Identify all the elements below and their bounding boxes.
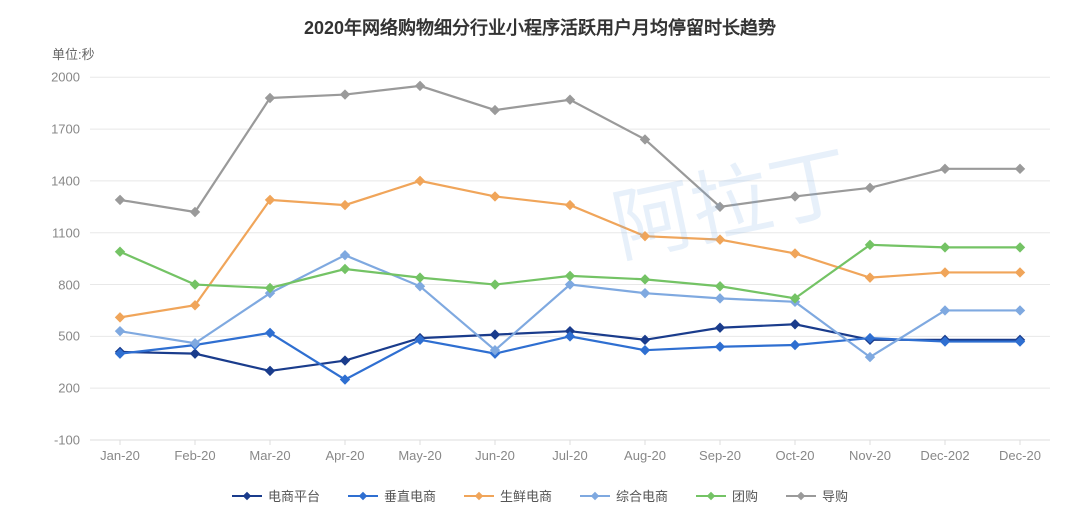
x-tick-label: Apr-20 [325, 440, 364, 463]
y-tick-label: 1100 [52, 225, 90, 240]
y-axis-unit-label: 单位:秒 [52, 44, 95, 63]
y-tick-label: 1400 [51, 173, 90, 188]
legend-label: 生鲜电商 [500, 486, 552, 505]
legend-label: 综合电商 [616, 486, 668, 505]
x-tick-label: Dec-20 [999, 440, 1041, 463]
legend: 电商平台 垂直电商 生鲜电商 综合电商 团购 导购 [0, 486, 1080, 505]
legend-item: 团购 [696, 486, 758, 505]
y-tick-label: 2000 [51, 70, 90, 85]
chart-title: 2020年网络购物细分行业小程序活跃用户月均停留时长趋势 [0, 14, 1080, 40]
x-tick-label: Mar-20 [249, 440, 290, 463]
legend-marker [464, 490, 494, 502]
x-tick-label: Jan-20 [100, 440, 140, 463]
legend-marker [348, 490, 378, 502]
y-tick-label: 800 [58, 277, 90, 292]
y-tick-label: 500 [58, 329, 90, 344]
legend-item: 电商平台 [232, 486, 320, 505]
legend-label: 垂直电商 [384, 486, 436, 505]
x-tick-label: Sep-20 [699, 440, 741, 463]
legend-label: 电商平台 [268, 486, 320, 505]
plot-area: 阿拉丁 -1002005008001100140017002000Jan-20F… [90, 60, 1050, 440]
x-tick-label: Dec-202 [920, 440, 969, 463]
legend-item: 综合电商 [580, 486, 668, 505]
legend-marker [232, 490, 262, 502]
x-tick-label: Jul-20 [552, 440, 587, 463]
legend-item: 导购 [786, 486, 848, 505]
legend-marker [696, 490, 726, 502]
chart-container: 2020年网络购物细分行业小程序活跃用户月均停留时长趋势 单位:秒 阿拉丁 -1… [0, 0, 1080, 515]
chart-svg [90, 60, 1050, 440]
legend-label: 团购 [732, 486, 758, 505]
legend-marker [786, 490, 816, 502]
y-tick-label: 200 [58, 381, 90, 396]
x-tick-label: Jun-20 [475, 440, 515, 463]
legend-marker [580, 490, 610, 502]
x-tick-label: Nov-20 [849, 440, 891, 463]
legend-item: 垂直电商 [348, 486, 436, 505]
x-tick-label: May-20 [398, 440, 441, 463]
legend-item: 生鲜电商 [464, 486, 552, 505]
x-tick-label: Aug-20 [624, 440, 666, 463]
x-tick-label: Oct-20 [775, 440, 814, 463]
x-tick-label: Feb-20 [174, 440, 215, 463]
y-tick-label: -100 [54, 433, 90, 448]
legend-label: 导购 [822, 486, 848, 505]
y-tick-label: 1700 [51, 122, 90, 137]
